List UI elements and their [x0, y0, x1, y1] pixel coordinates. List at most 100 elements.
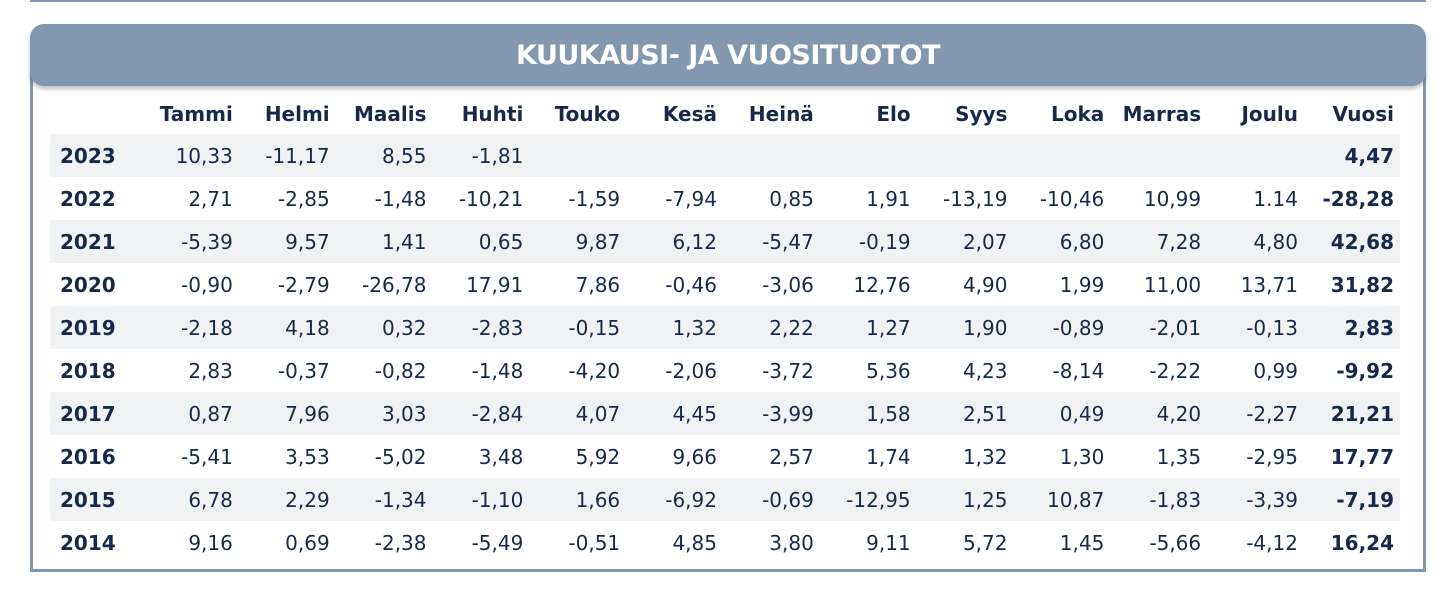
- month-return-cell: 3,48: [478, 444, 524, 469]
- year-cell: 2021: [60, 229, 116, 254]
- column-header: Kesä: [662, 102, 717, 126]
- column-header: Syys: [955, 102, 1008, 126]
- month-return-cell: -4,12: [1246, 530, 1298, 555]
- month-return-cell: -7,94: [665, 186, 717, 211]
- month-return-cell: 2,71: [188, 186, 233, 211]
- month-return-cell: -2,06: [665, 358, 717, 383]
- returns-panel: KUUKAUSI- JA VUOSITUOTOT Tammi Helmi Maa…: [30, 24, 1426, 572]
- month-return-cell: -5,66: [1149, 530, 1202, 555]
- column-header: Huhti: [461, 102, 524, 126]
- month-return-cell: -0,89: [1052, 315, 1105, 340]
- column-header: Loka: [1051, 102, 1105, 126]
- table-row: 2023 10,33 -11,17 8,55 -1,81 4,47: [50, 134, 1400, 177]
- column-header: Heinä: [748, 102, 814, 126]
- month-return-cell: [917, 134, 1014, 177]
- month-return-cell: -0,69: [762, 487, 814, 512]
- month-return-cell: -4,20: [568, 358, 621, 383]
- month-return-cell: -6,92: [665, 487, 717, 512]
- month-return-cell: 4,80: [1253, 229, 1298, 254]
- month-return-cell: 6,80: [1059, 229, 1105, 254]
- month-return-cell: 1,25: [962, 487, 1008, 512]
- month-return-cell: 2,83: [188, 358, 233, 383]
- month-return-cell: 0,99: [1253, 358, 1298, 383]
- column-header: Maalis: [353, 102, 427, 126]
- month-return-cell: -11,17: [265, 143, 330, 168]
- month-return-cell: 1,32: [962, 444, 1008, 469]
- month-return-cell: 2,07: [962, 229, 1008, 254]
- month-return-cell: -8,14: [1052, 358, 1105, 383]
- month-return-cell: -0,90: [181, 272, 233, 297]
- table-row: 2021 -5,39 9,57 1,41 0,65 9,87 6,12 -5,47 -0,19 2…: [50, 220, 1400, 263]
- month-return-cell: -1,59: [568, 186, 621, 211]
- panel-header: KUUKAUSI- JA VUOSITUOTOT: [30, 24, 1426, 86]
- table-row: 2018 2,83 -0,37 -0,82 -1,48 -4,20 -2,06 -3,72 5,…: [50, 349, 1400, 392]
- column-header: Touko: [554, 102, 621, 126]
- month-return-cell: -3,39: [1246, 487, 1298, 512]
- month-return-cell: -1,81: [471, 143, 524, 168]
- month-return-cell: -1,10: [471, 487, 524, 512]
- month-return-cell: -2,83: [471, 315, 524, 340]
- month-return-cell: -2,01: [1149, 315, 1202, 340]
- returns-table: Tammi Helmi Maalis Huhti Touko Kesä Hein…: [50, 94, 1400, 564]
- month-return-cell: 11,00: [1143, 272, 1202, 297]
- month-return-cell: 9,57: [285, 229, 330, 254]
- year-total-cell: 17,77: [1330, 444, 1394, 469]
- month-return-cell: 1,45: [1059, 530, 1105, 555]
- month-return-cell: -1,34: [374, 487, 427, 512]
- panel-title: KUUKAUSI- JA VUOSITUOTOT: [516, 39, 941, 71]
- top-divider: [30, 0, 1426, 2]
- month-return-cell: 7,96: [285, 401, 330, 426]
- year-cell: 2015: [60, 487, 116, 512]
- month-return-cell: [1013, 134, 1110, 177]
- year-cell: 2020: [60, 272, 116, 297]
- month-return-cell: 8,55: [381, 143, 427, 168]
- month-return-cell: 10,99: [1143, 186, 1202, 211]
- month-return-cell: 2,22: [769, 315, 814, 340]
- year-cell: 2018: [60, 358, 116, 383]
- month-return-cell: 7,86: [575, 272, 621, 297]
- year-total-cell: -9,92: [1336, 358, 1394, 383]
- year-total-cell: -7,19: [1336, 487, 1394, 512]
- table-header-row: Tammi Helmi Maalis Huhti Touko Kesä Hein…: [50, 94, 1400, 134]
- month-return-cell: -2,85: [277, 186, 330, 211]
- month-return-cell: 9,16: [188, 530, 233, 555]
- column-header: Joulu: [1241, 102, 1298, 126]
- month-return-cell: -0,51: [568, 530, 621, 555]
- month-return-cell: -2,27: [1246, 401, 1298, 426]
- month-return-cell: [723, 134, 820, 177]
- month-return-cell: [820, 134, 917, 177]
- table-row: 2022 2,71 -2,85 -1,48 -10,21 -1,59 -7,94 0,85 1,…: [50, 177, 1400, 220]
- year-total-cell: 21,21: [1330, 401, 1394, 426]
- column-header: Marras: [1122, 102, 1202, 126]
- month-return-cell: 13,71: [1240, 272, 1298, 297]
- month-return-cell: [1207, 134, 1304, 177]
- table-row: 2014 9,16 0,69 -2,38 -5,49 -0,51 4,85 3,80 9,11 5…: [50, 521, 1400, 564]
- month-return-cell: 0,49: [1059, 401, 1105, 426]
- year-total-cell: 31,82: [1330, 272, 1394, 297]
- year-total-cell: 16,24: [1330, 530, 1394, 555]
- month-return-cell: [626, 134, 723, 177]
- month-return-cell: 0,65: [478, 229, 524, 254]
- month-return-cell: 17,91: [466, 272, 524, 297]
- month-return-cell: 2,51: [962, 401, 1008, 426]
- month-return-cell: -12,95: [846, 487, 911, 512]
- month-return-cell: 1,41: [381, 229, 427, 254]
- year-total-cell: 4,47: [1344, 143, 1394, 168]
- month-return-cell: 4,85: [672, 530, 717, 555]
- table-row: 2016 -5,41 3,53 -5,02 3,48 5,92 9,66 2,57 1,74 1,…: [50, 435, 1400, 478]
- column-header: Tammi: [159, 102, 233, 126]
- month-return-cell: 5,72: [962, 530, 1008, 555]
- column-header: Elo: [876, 102, 911, 126]
- month-return-cell: 1,74: [866, 444, 911, 469]
- month-return-cell: -0,82: [374, 358, 427, 383]
- month-return-cell: 6,78: [188, 487, 233, 512]
- month-return-cell: -2,22: [1149, 358, 1202, 383]
- month-return-cell: 3,03: [381, 401, 427, 426]
- month-return-cell: 5,92: [575, 444, 621, 469]
- month-return-cell: -5,49: [471, 530, 524, 555]
- month-return-cell: 1,35: [1156, 444, 1202, 469]
- month-return-cell: 0,69: [285, 530, 330, 555]
- month-return-cell: -5,02: [374, 444, 427, 469]
- month-return-cell: -3,72: [762, 358, 814, 383]
- month-return-cell: -0,37: [277, 358, 330, 383]
